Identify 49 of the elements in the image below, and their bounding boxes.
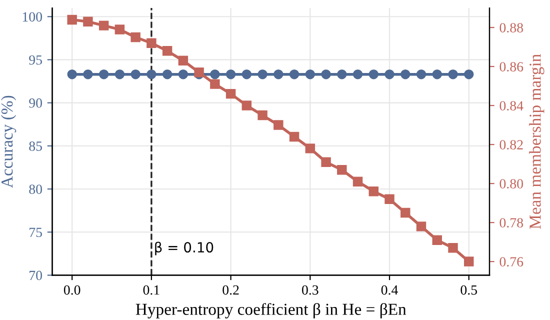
x-tick-label: 0.4 <box>381 285 398 295</box>
x-tick-label: 0.2 <box>222 285 239 295</box>
point <box>210 79 220 89</box>
point <box>384 194 394 204</box>
x-axis-title: Hyper-entropy coefficient β in He = βEn <box>136 303 406 318</box>
y-tick-label: 100 <box>22 12 42 22</box>
y2-tick-label: 0.76 <box>500 257 524 267</box>
x-tick-label: 0.3 <box>302 285 318 295</box>
point <box>464 256 474 266</box>
point <box>162 46 172 56</box>
point <box>83 16 93 27</box>
x-tick-label: 0.5 <box>460 285 478 295</box>
y-tick-label: 75 <box>30 228 42 238</box>
point <box>448 243 458 253</box>
point <box>130 32 140 42</box>
point <box>321 157 331 167</box>
x-tick-label: 0.0 <box>64 285 80 295</box>
point <box>114 24 125 34</box>
x-tick-label: 0.1 <box>143 285 160 295</box>
point <box>242 100 252 110</box>
y-tick-label: 90 <box>29 98 42 108</box>
y2-tick-label: 0.86 <box>500 62 524 72</box>
point <box>416 222 426 232</box>
point <box>67 14 77 25</box>
point <box>226 88 236 99</box>
y-tick-label: 80 <box>29 184 42 194</box>
point <box>289 132 300 142</box>
y-tick-label: 95 <box>29 55 42 65</box>
y2-tick-label: 0.88 <box>500 23 523 33</box>
point <box>368 186 378 196</box>
point <box>274 120 284 130</box>
y-tick-label: 85 <box>29 141 42 151</box>
y-tick-label: 70 <box>30 270 42 280</box>
y2-tick-label: 0.80 <box>500 179 523 189</box>
point <box>337 165 347 175</box>
point <box>432 235 442 245</box>
y-axis-title: Accuracy (%) <box>0 96 16 188</box>
point <box>352 176 363 186</box>
y2-axis-title: Mean membership margin <box>529 54 544 229</box>
y2-tick-label: 0.82 <box>500 140 523 150</box>
point <box>258 110 268 120</box>
point <box>146 38 156 48</box>
ref-line-label: β = 0.10 <box>155 242 214 256</box>
point <box>305 144 316 154</box>
y2-tick-label: 0.84 <box>500 101 524 111</box>
point <box>98 20 109 30</box>
point <box>400 208 410 218</box>
y2-tick-label: 0.78 <box>500 218 523 228</box>
point <box>178 56 188 66</box>
